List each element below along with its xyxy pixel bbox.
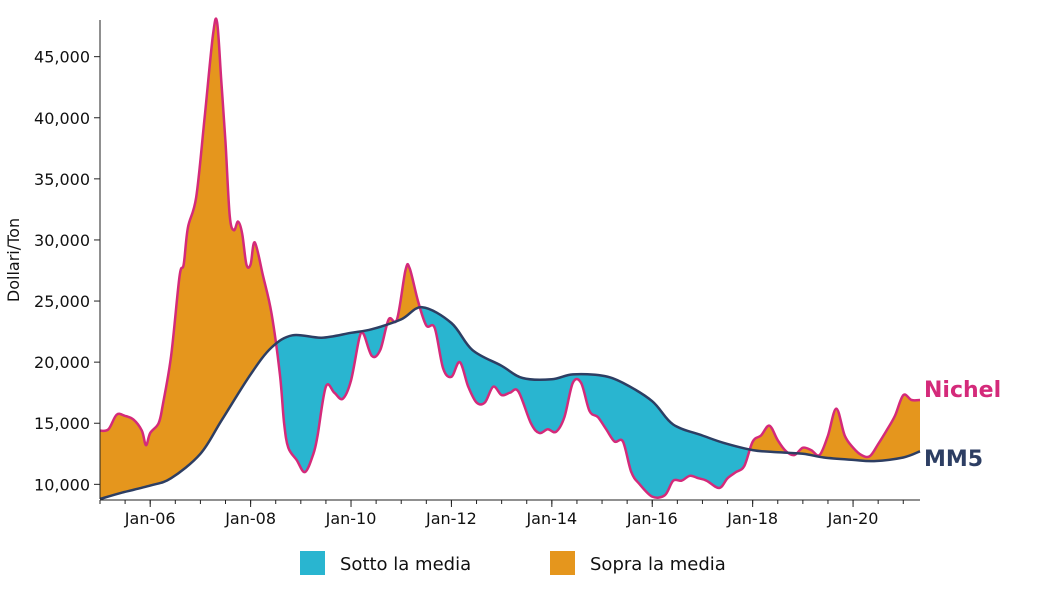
y-tick-label: 10,000	[34, 475, 90, 494]
y-axis: 10,000 15,000 20,000 25,000 30,000 35,000 40,0…	[34, 20, 101, 499]
x-tick-label: Jan-12	[425, 509, 477, 528]
legend-label-above: Sopra la media	[590, 554, 726, 575]
x-tick-label: Jan-18	[726, 509, 778, 528]
y-tick-label: 45,000	[34, 48, 90, 67]
series-label-nichel: Nichel	[924, 378, 1001, 403]
y-tick-label: 15,000	[34, 414, 90, 433]
y-tick-label: 20,000	[34, 353, 90, 372]
x-axis: Jan-06 Jan-08 Jan-10 Jan-12 Jan-14 Jan-16 Jan-…	[99, 499, 920, 528]
y-tick-label: 25,000	[34, 292, 90, 311]
y-tick-label: 40,000	[34, 109, 90, 128]
legend-swatch-below	[300, 551, 325, 575]
x-tick-label: Jan-14	[525, 509, 577, 528]
series-line-nichel	[99, 17, 921, 499]
x-tick-label: Jan-16	[626, 509, 678, 528]
y-tick-label: 30,000	[34, 231, 90, 250]
x-tick-label: Jan-20	[827, 509, 879, 528]
legend-label-below: Sotto la media	[340, 554, 471, 575]
y-tick-label: 35,000	[34, 170, 90, 189]
y-axis-title: Dollari/Ton	[4, 218, 23, 302]
series-line-mm5	[99, 305, 921, 501]
legend-swatch-above	[550, 551, 575, 575]
x-tick-label: Jan-06	[124, 509, 176, 528]
x-tick-label: Jan-08	[224, 509, 276, 528]
area-below-fill	[100, 307, 920, 499]
legend: Sotto la media Sopra la media	[300, 551, 726, 575]
area-below-average	[100, 307, 920, 499]
series-label-mm5: MM5	[924, 447, 983, 472]
x-tick-label: Jan-10	[325, 509, 377, 528]
